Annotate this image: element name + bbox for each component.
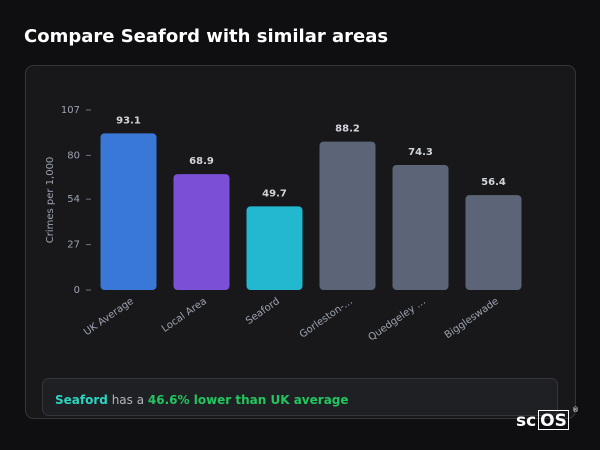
summary-place: Seaford <box>55 393 108 407</box>
bar <box>246 206 303 290</box>
bar <box>100 133 157 290</box>
y-tick-label: 54 <box>67 194 80 205</box>
y-tick-label: 80 <box>67 150 80 161</box>
logo-box <box>538 410 569 430</box>
value-label: 56.4 <box>481 177 506 188</box>
bar <box>392 165 449 290</box>
chart-title: Compare Seaford with similar areas <box>24 26 388 47</box>
y-tick-label: 107 <box>61 105 80 116</box>
logo-prefix: sc <box>516 411 536 431</box>
y-axis-label: Crimes per 1,000 <box>45 157 56 244</box>
summary-highlight: 46.6% lower than UK average <box>148 393 349 407</box>
value-label: 88.2 <box>335 124 360 135</box>
y-tick-label: 0 <box>74 285 80 296</box>
summary: Seaford has a 46.6% lower than UK averag… <box>55 393 349 407</box>
value-label: 74.3 <box>408 147 433 158</box>
bar <box>173 174 230 290</box>
logo-mark: ® <box>572 406 579 414</box>
value-label: 68.9 <box>189 156 214 167</box>
y-tick-label: 27 <box>67 240 80 251</box>
summary-text: has a <box>112 393 144 407</box>
bar <box>465 195 522 290</box>
summary-box <box>42 378 558 416</box>
logo-boxed: OS <box>540 411 567 431</box>
value-label: 93.1 <box>116 115 141 126</box>
bar <box>319 141 376 290</box>
value-label: 49.7 <box>262 188 287 199</box>
